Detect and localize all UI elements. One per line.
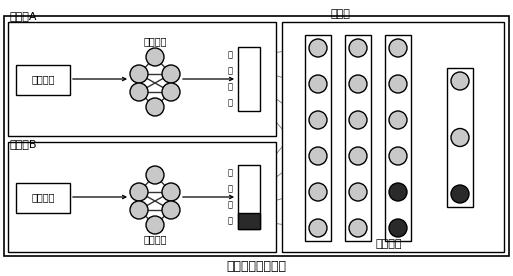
Circle shape [162,65,180,83]
Text: 嵌: 嵌 [228,51,233,60]
Circle shape [389,183,407,201]
Text: 顶部模型: 顶部模型 [376,239,402,249]
Text: 表: 表 [228,83,233,92]
Circle shape [162,83,180,101]
Text: 表: 表 [228,200,233,209]
Bar [305,35,331,241]
Circle shape [309,111,327,129]
Text: 本地模型: 本地模型 [143,234,167,244]
Text: 本地模型: 本地模型 [143,36,167,46]
Text: 参与方B: 参与方B [10,139,37,149]
Circle shape [349,111,367,129]
Text: 嵌: 嵌 [228,169,233,177]
Circle shape [130,83,148,101]
Text: 商品样本: 商品样本 [31,192,55,202]
Circle shape [162,183,180,201]
Circle shape [146,48,164,66]
Circle shape [451,185,469,203]
Text: 协作方: 协作方 [330,9,350,19]
Text: 参与方A: 参与方A [10,11,37,21]
Circle shape [146,166,164,184]
Circle shape [162,201,180,219]
Circle shape [146,98,164,116]
Circle shape [309,75,327,93]
Circle shape [309,147,327,165]
Circle shape [309,39,327,57]
Bar [238,47,260,111]
Circle shape [349,39,367,57]
Bar [238,213,260,229]
Circle shape [451,129,469,147]
Bar [345,35,371,241]
Bar [4,16,509,256]
Bar [282,22,504,252]
Text: 入: 入 [228,67,233,76]
Bar [16,65,70,95]
Circle shape [389,147,407,165]
Text: 示: 示 [228,99,233,107]
Circle shape [451,72,469,90]
Circle shape [130,183,148,201]
Circle shape [146,216,164,234]
Bar [238,165,260,229]
Text: 商品样本: 商品样本 [31,74,55,84]
Text: 示: 示 [228,216,233,225]
Circle shape [349,147,367,165]
Circle shape [389,219,407,237]
Bar [8,22,276,136]
Text: 入: 入 [228,184,233,193]
Circle shape [309,183,327,201]
Text: 纵向联邦推荐系统: 纵向联邦推荐系统 [226,259,286,272]
Circle shape [130,201,148,219]
Circle shape [349,75,367,93]
Circle shape [349,219,367,237]
Bar [447,68,473,207]
Circle shape [389,75,407,93]
Circle shape [309,219,327,237]
Bar [16,183,70,213]
Circle shape [130,65,148,83]
Bar [8,142,276,252]
Circle shape [389,39,407,57]
Circle shape [349,183,367,201]
Bar [385,35,411,241]
Circle shape [389,111,407,129]
